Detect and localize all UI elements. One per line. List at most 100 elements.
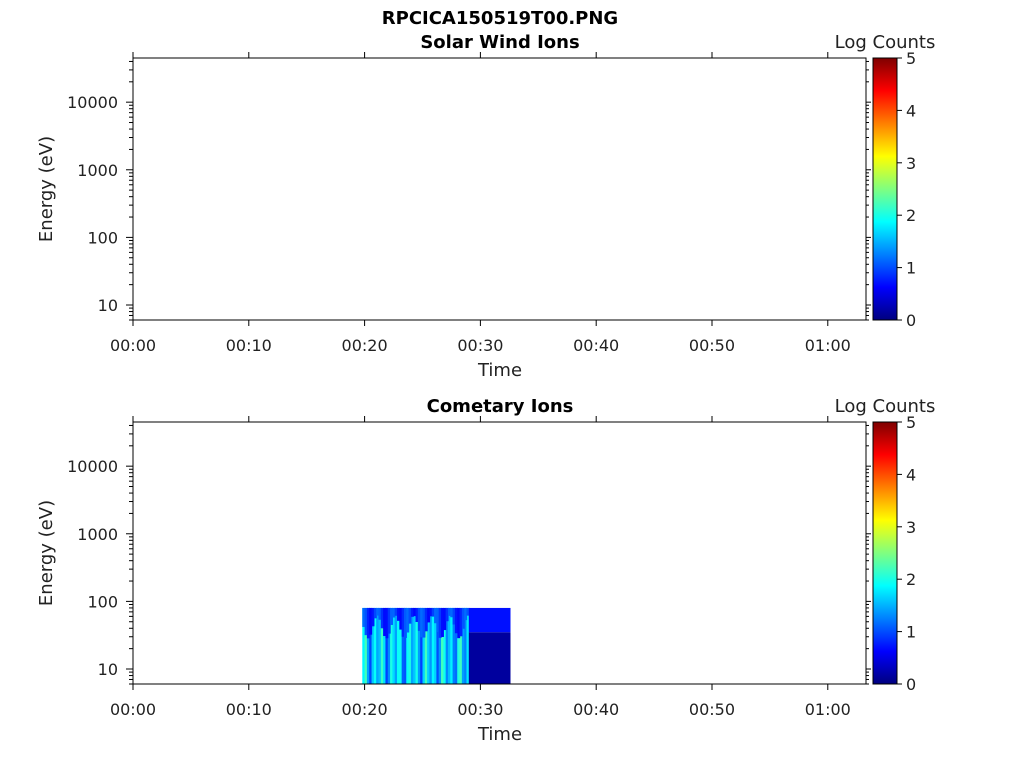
heat-cell [422,607,426,638]
heat-cell [438,607,442,684]
x-axis-label: Time [477,360,522,381]
y-axis-label: Energy (eV) [36,136,57,242]
heat-cell [454,607,458,684]
colorbar-label: Log Counts [835,396,936,417]
colorbar-tick-label: 0 [906,675,916,694]
heat-cell [447,607,451,616]
heat-cell [443,607,447,684]
heat-cell [362,607,366,684]
heat-cell [429,607,433,617]
heat-cell [436,607,440,684]
heat-cell [420,607,424,638]
x-tick-label: 01:00 [805,700,851,719]
heat-cell [452,607,456,625]
heat-cell [380,607,384,684]
heat-cell [429,607,433,684]
heat-cell [366,607,370,684]
panel-1: 00:00 00:10 00:20 00:30 00:40 00:50 01:0010100… [36,32,935,381]
heat-cell [464,607,468,621]
colorbar-tick-label: 1 [906,623,916,642]
heat-cell [387,607,391,634]
heat-cell [454,607,458,634]
x-axis-label: Time [477,724,522,745]
heat-cell [399,607,403,630]
heat-cell [457,607,461,639]
heat-cell [452,607,456,684]
x-tick-label: 00:20 [342,336,388,355]
heat-cell [376,607,380,616]
x-tick-label: 00:10 [226,336,272,355]
colorbar-tick-label: 4 [906,101,916,120]
x-tick-label: 00:50 [689,700,735,719]
x-tick-label: 00:10 [226,700,272,719]
panel-2: 00:00 00:10 00:20 00:30 00:40 00:50 01:0010100… [36,396,935,745]
heat-cell [390,607,393,625]
heat-cell [387,607,391,684]
heat-cell [408,607,412,684]
colorbar [872,421,898,685]
heat-cell [422,607,426,684]
y-tick-label: 100 [87,228,118,247]
heat-cell [392,607,396,618]
heat-cell [450,607,454,618]
heat-cell [445,607,449,684]
heat-cell [397,607,400,684]
heat-cell [459,607,463,684]
heat-cell [403,607,407,684]
heat-cell [385,607,389,684]
heat-cell [383,607,387,684]
heat-cell [450,607,454,684]
heat-block [468,632,511,684]
x-tick-label: 00:30 [457,700,503,719]
heat-cell [397,607,400,621]
heat-cell [394,607,398,616]
heat-cell [461,607,465,629]
x-tick-label: 00:40 [573,336,619,355]
subplot-title: Cometary Ions [427,396,574,417]
x-tick-label: 00:00 [110,700,156,719]
heat-cell [445,607,449,622]
heat-cell [380,607,384,629]
heat-cell [410,607,414,684]
heat-cell [364,607,368,636]
heat-cell [424,607,428,632]
heat-cell [438,607,442,638]
heat-cell [447,607,451,684]
heat-cell [383,607,387,637]
colorbar-tick-label: 4 [906,465,916,484]
colorbar-tick-label: 1 [906,259,916,278]
x-tick-label: 00:50 [689,336,735,355]
heat-cell [427,607,431,684]
heat-cell [399,607,403,684]
y-tick-label: 1000 [77,161,118,180]
heat-cell [436,607,440,633]
colorbar-label: Log Counts [835,32,936,53]
y-axis-label: Energy (eV) [36,500,57,606]
heat-cell [385,607,389,639]
y-tick-label: 1000 [77,525,118,544]
heat-cell [392,607,396,684]
heat-cell [413,607,417,617]
heat-cell [466,607,470,616]
heat-cell [371,607,375,627]
colorbar-tick-label: 0 [906,311,916,330]
y-tick-label: 10 [98,660,118,679]
heat-cell [369,607,373,684]
heat-cell [406,607,410,684]
colorbar [872,57,898,321]
y-tick-label: 10000 [67,93,118,112]
plot-frame [132,421,867,685]
heat-cell [369,607,373,635]
heat-cell [466,607,470,684]
colorbar-tick-label: 2 [906,570,916,589]
colorbar-tick-label: 5 [906,49,916,68]
heat-cell [459,607,463,637]
heat-cell [378,607,382,684]
heat-cell [441,607,444,637]
heat-cell [362,607,366,627]
heat-cell [417,607,421,631]
heat-cell [457,607,461,684]
y-tick-label: 10000 [67,457,118,476]
heat-cell [443,607,447,631]
